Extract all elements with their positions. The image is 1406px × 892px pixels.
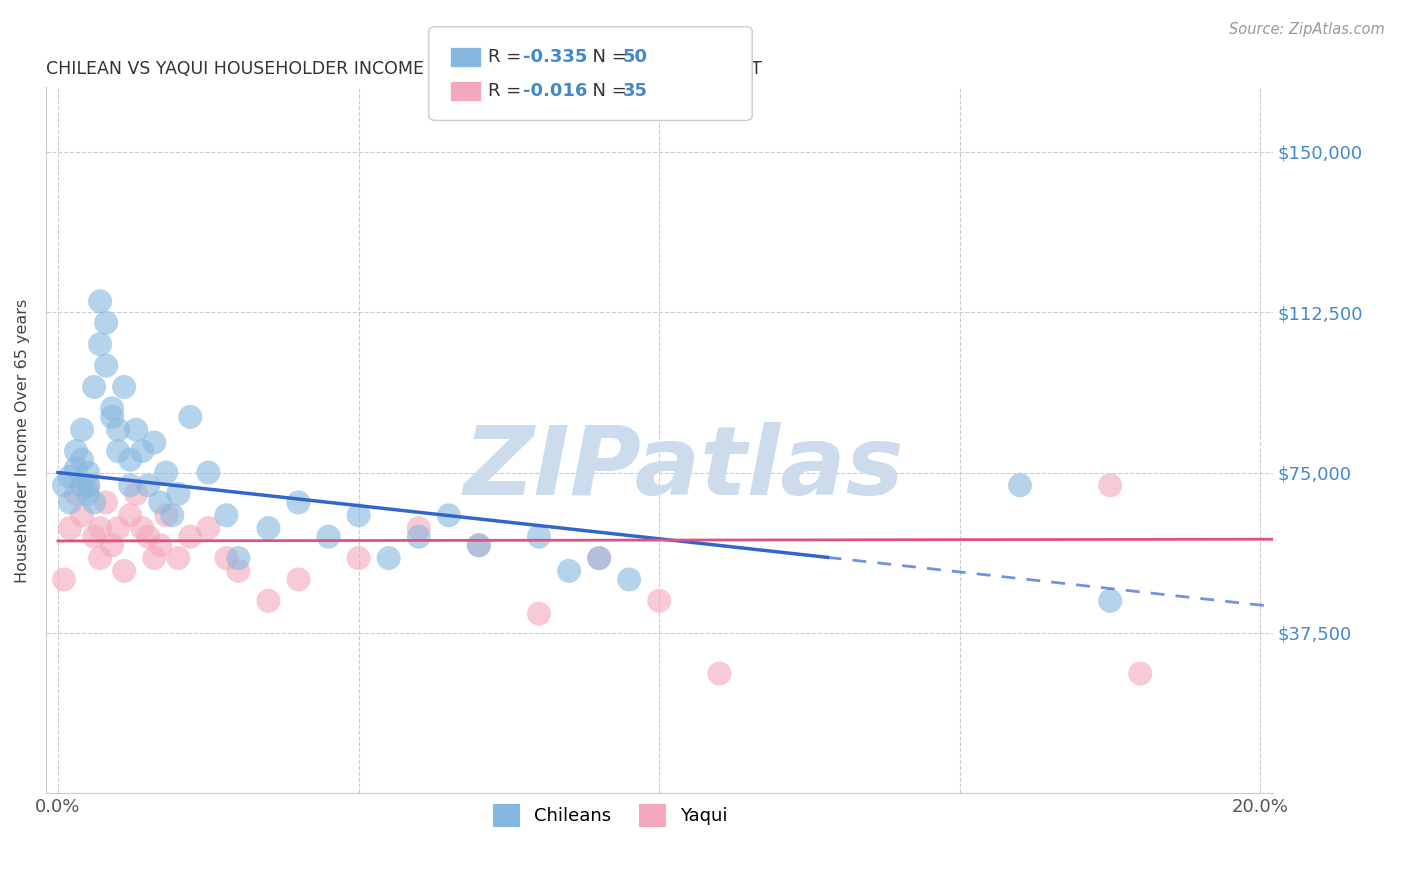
Point — [347, 508, 370, 523]
Point — [89, 521, 111, 535]
Point — [160, 508, 183, 523]
Point — [94, 316, 117, 330]
Point — [77, 478, 100, 492]
Point — [65, 487, 87, 501]
Point — [617, 573, 640, 587]
Point — [197, 521, 219, 535]
Point — [527, 607, 550, 621]
Point — [107, 423, 129, 437]
Point — [1008, 478, 1031, 492]
Point — [125, 423, 148, 437]
Point — [59, 521, 82, 535]
Point — [149, 538, 172, 552]
Point — [377, 551, 399, 566]
Text: N =: N = — [581, 48, 633, 66]
Point — [257, 594, 280, 608]
Point — [107, 521, 129, 535]
Point — [101, 409, 124, 424]
Point — [197, 466, 219, 480]
Point — [167, 487, 190, 501]
Point — [83, 380, 105, 394]
Point — [179, 409, 201, 424]
Point — [179, 530, 201, 544]
Text: CHILEAN VS YAQUI HOUSEHOLDER INCOME OVER 65 YEARS CORRELATION CHART: CHILEAN VS YAQUI HOUSEHOLDER INCOME OVER… — [46, 60, 762, 78]
Point — [1099, 478, 1122, 492]
Point — [468, 538, 491, 552]
Point — [83, 495, 105, 509]
Point — [120, 452, 142, 467]
Point — [59, 470, 82, 484]
Point — [70, 478, 93, 492]
Point — [53, 573, 76, 587]
Point — [125, 487, 148, 501]
Point — [167, 551, 190, 566]
Point — [70, 452, 93, 467]
Y-axis label: Householder Income Over 65 years: Householder Income Over 65 years — [15, 298, 30, 582]
Point — [143, 551, 166, 566]
Text: 35: 35 — [623, 82, 648, 100]
Point — [136, 530, 159, 544]
Text: Source: ZipAtlas.com: Source: ZipAtlas.com — [1229, 22, 1385, 37]
Point — [228, 551, 250, 566]
Point — [709, 666, 731, 681]
Point — [77, 466, 100, 480]
Point — [408, 530, 430, 544]
Point — [89, 337, 111, 351]
Point — [101, 538, 124, 552]
Point — [131, 521, 153, 535]
Point — [155, 508, 177, 523]
Point — [94, 495, 117, 509]
Text: -0.335: -0.335 — [523, 48, 588, 66]
Point — [155, 466, 177, 480]
Point — [408, 521, 430, 535]
Point — [143, 435, 166, 450]
Point — [83, 530, 105, 544]
Point — [318, 530, 340, 544]
Point — [648, 594, 671, 608]
Text: R =: R = — [488, 48, 527, 66]
Point — [65, 444, 87, 458]
Point — [588, 551, 610, 566]
Point — [120, 508, 142, 523]
Point — [257, 521, 280, 535]
Text: -0.016: -0.016 — [523, 82, 588, 100]
Point — [287, 573, 309, 587]
Point — [112, 380, 135, 394]
Point — [112, 564, 135, 578]
Point — [101, 401, 124, 416]
Point — [347, 551, 370, 566]
Point — [215, 551, 238, 566]
Point — [437, 508, 460, 523]
Point — [107, 444, 129, 458]
Text: 50: 50 — [623, 48, 648, 66]
Text: ZIPatlas: ZIPatlas — [464, 422, 904, 516]
Point — [77, 478, 100, 492]
Point — [120, 478, 142, 492]
Point — [1099, 594, 1122, 608]
Point — [89, 294, 111, 309]
Point — [287, 495, 309, 509]
Text: N =: N = — [581, 82, 633, 100]
Point — [468, 538, 491, 552]
Point — [70, 423, 93, 437]
Point — [89, 551, 111, 566]
Point — [588, 551, 610, 566]
Point — [149, 495, 172, 509]
Point — [94, 359, 117, 373]
Point — [228, 564, 250, 578]
Point — [59, 495, 82, 509]
Point — [215, 508, 238, 523]
Point — [131, 444, 153, 458]
Point — [53, 478, 76, 492]
Point — [70, 508, 93, 523]
Point — [1129, 666, 1152, 681]
Point — [558, 564, 581, 578]
Point — [77, 487, 100, 501]
Text: R =: R = — [488, 82, 527, 100]
Point — [527, 530, 550, 544]
Point — [65, 461, 87, 475]
Point — [136, 478, 159, 492]
Legend: Chileans, Yaqui: Chileans, Yaqui — [485, 797, 735, 834]
